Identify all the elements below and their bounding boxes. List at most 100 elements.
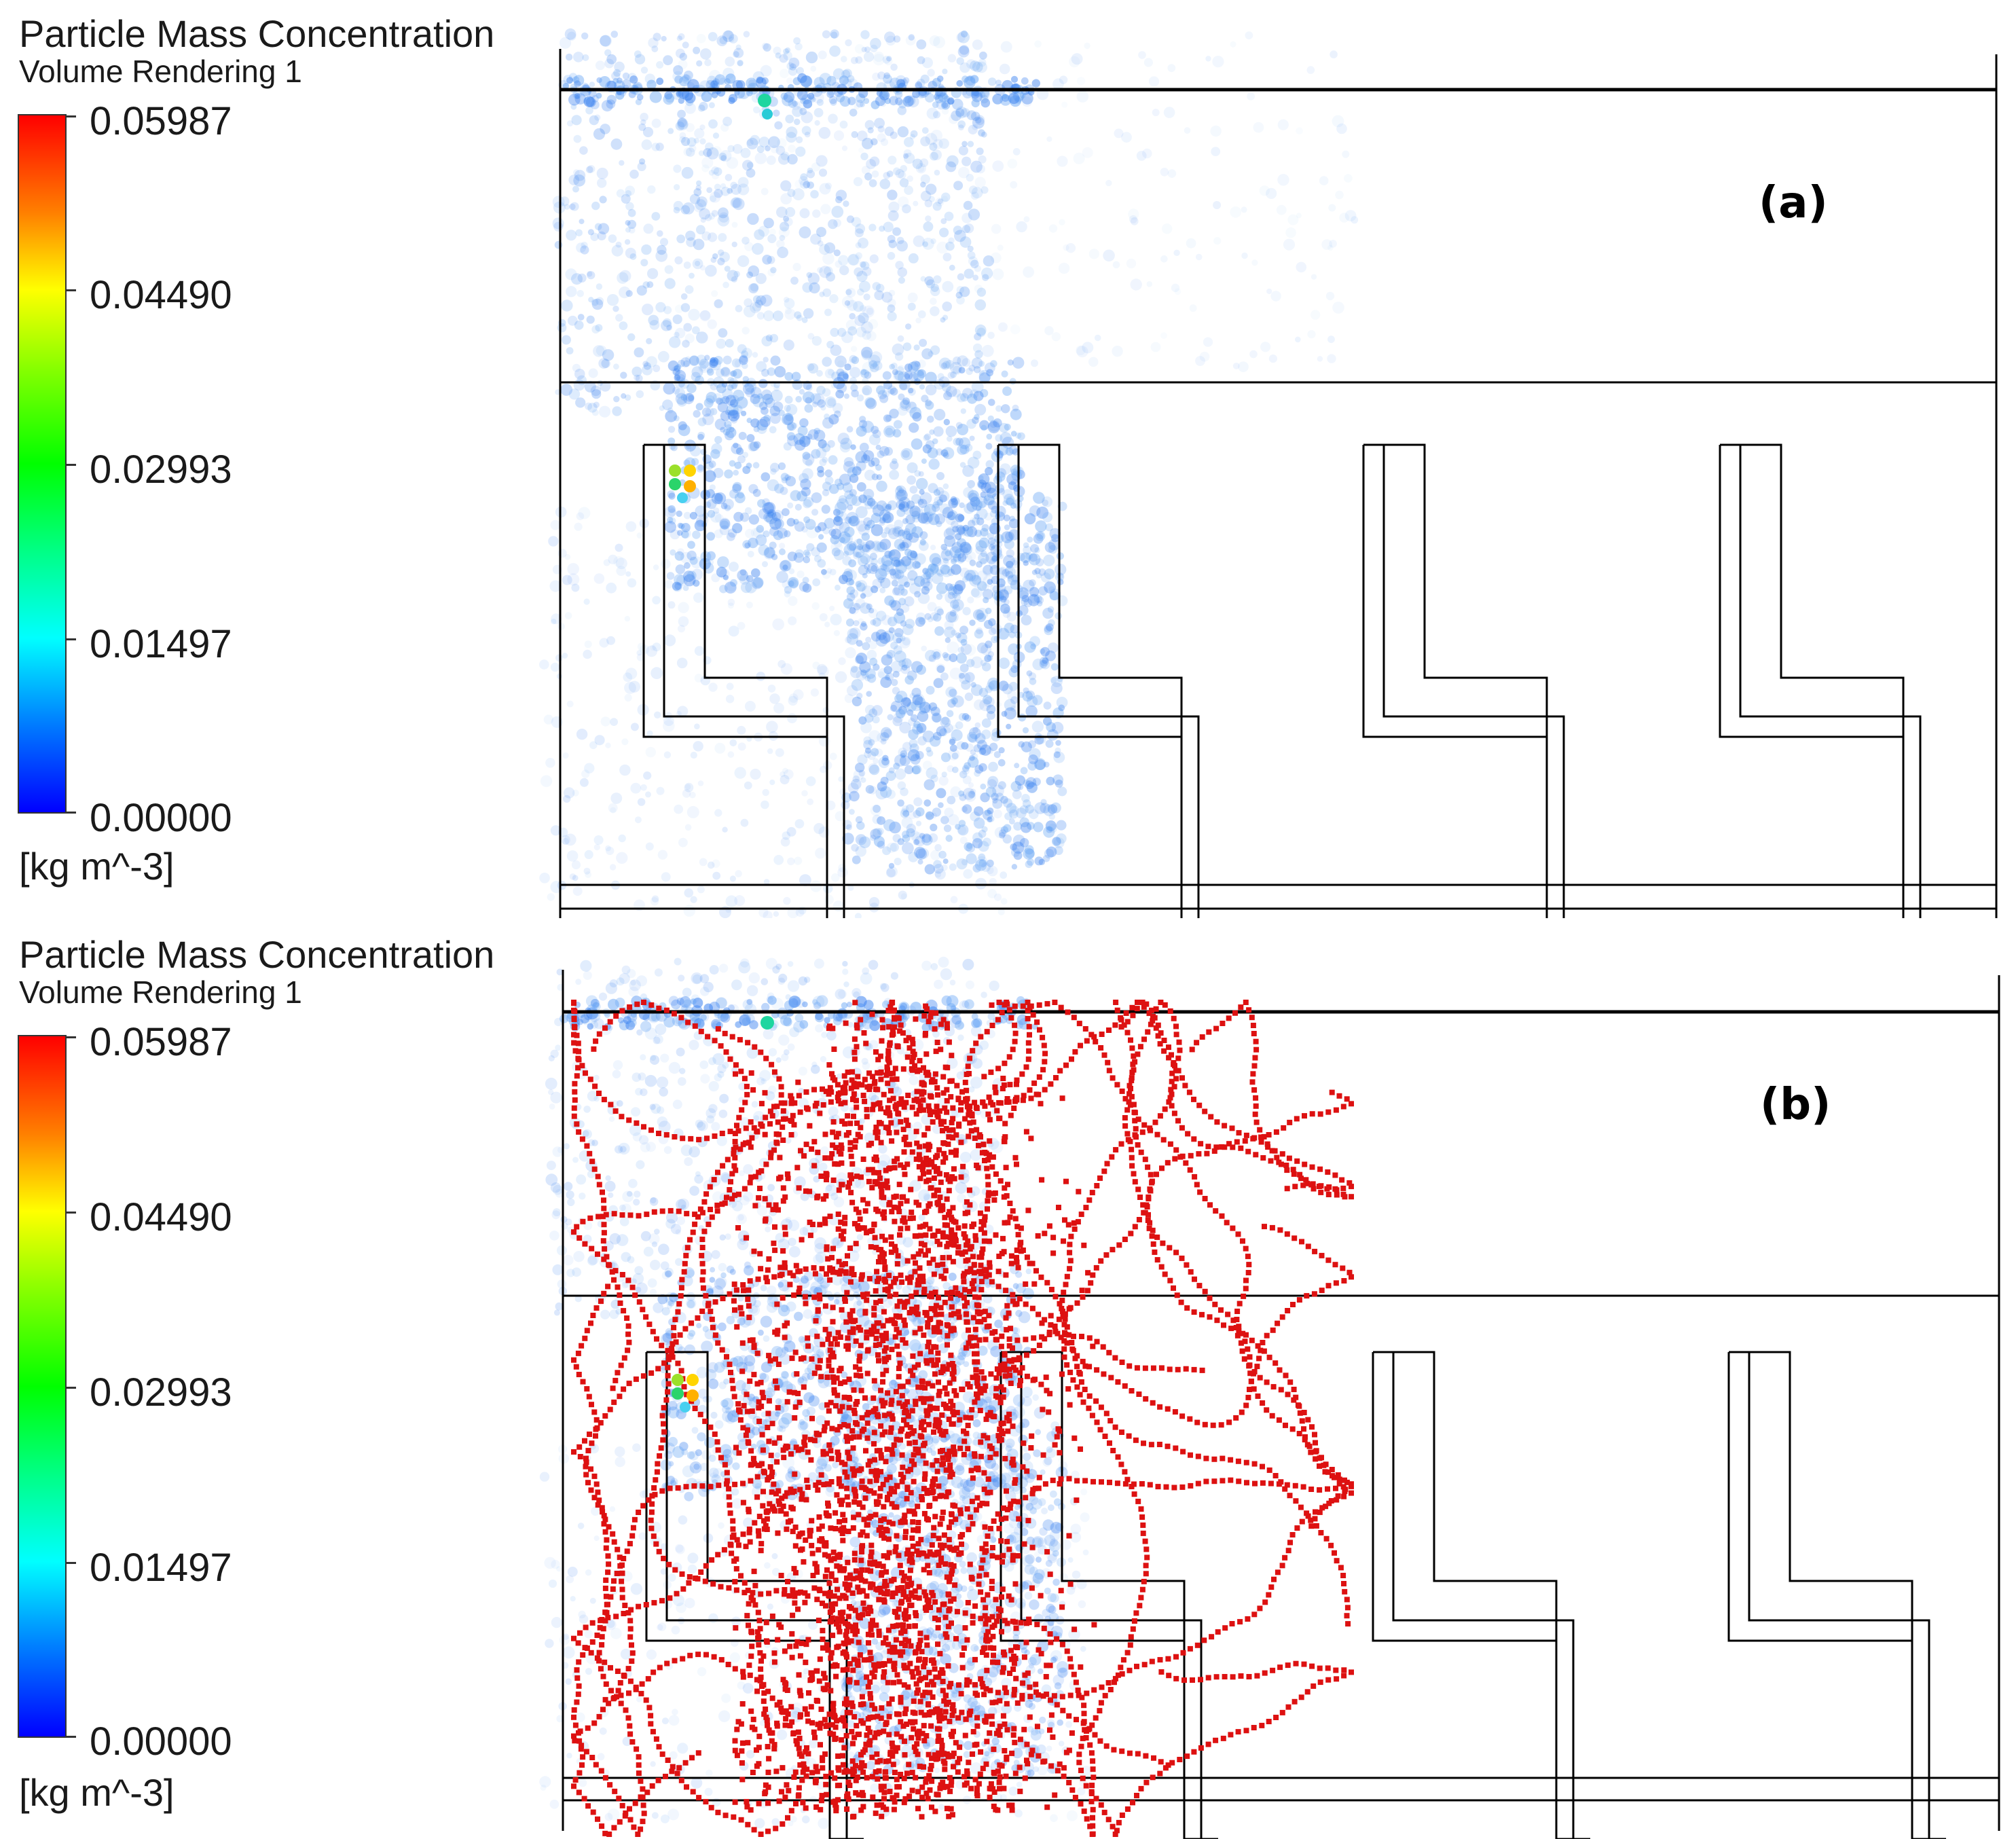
concentration-particle: [902, 538, 912, 549]
concentration-particle: [939, 590, 946, 597]
concentration-particle: [806, 170, 815, 179]
concentration-particle: [708, 1080, 719, 1092]
concentration-particle: [860, 346, 873, 359]
concentration-particle: [868, 730, 881, 742]
concentration-particle: [766, 721, 778, 733]
concentration-particle: [897, 335, 904, 342]
concentration-particle: [972, 1419, 981, 1427]
concentration-particle: [893, 35, 901, 43]
concentration-particle: [608, 1116, 615, 1122]
concentration-particle: [1152, 109, 1160, 117]
concentration-particle: [1048, 586, 1055, 593]
concentration-particle: [896, 508, 906, 517]
concentration-particle: [684, 1344, 695, 1355]
concentration-particle: [1050, 682, 1063, 695]
concentration-particle: [822, 253, 835, 265]
concentration-particle: [854, 228, 864, 238]
concentration-particle: [796, 67, 805, 75]
concentration-particle: [887, 304, 896, 313]
concentration-particle: [830, 344, 842, 357]
concentration-particle: [988, 537, 996, 545]
concentration-particle: [720, 186, 731, 196]
domain-outline: [559, 49, 1998, 918]
concentration-particle: [682, 74, 692, 84]
concentration-particle: [1050, 663, 1059, 671]
concentration-particle: [898, 559, 904, 566]
concentration-particle: [947, 765, 954, 773]
concentration-particle: [744, 781, 752, 790]
concentration-particle: [817, 522, 827, 532]
concentration-particle: [729, 34, 738, 43]
concentration-particle: [869, 541, 881, 553]
concentration-particle: [1040, 656, 1049, 666]
concentration-particle: [1094, 334, 1101, 342]
concentration-particle: [573, 174, 586, 187]
concentration-particle: [856, 653, 868, 664]
concentration-particle: [904, 96, 912, 103]
concentration-particle: [897, 838, 904, 845]
concentration-particle: [832, 900, 844, 912]
concentration-particle: [1048, 642, 1059, 653]
concentration-particle: [888, 289, 896, 297]
concentration-particle: [734, 492, 746, 504]
concentration-particle: [656, 1076, 669, 1089]
concentration-particle: [610, 138, 623, 150]
concentration-particle: [978, 853, 986, 861]
concentration-particle: [883, 630, 894, 642]
concentration-particle: [858, 716, 867, 725]
concentration-particle: [631, 1278, 637, 1284]
concentration-particle: [667, 517, 674, 524]
concentration-particle: [718, 212, 729, 223]
concentration-particle: [711, 172, 720, 180]
concentration-particle: [600, 380, 611, 392]
concentration-particle: [866, 556, 874, 564]
concentration-particle: [1019, 838, 1029, 848]
concentration-particle: [717, 1063, 727, 1074]
concentration-particle: [602, 349, 615, 361]
concentration-particle: [861, 46, 867, 53]
concentration-particle: [847, 78, 858, 89]
concentration-particle: [635, 374, 643, 382]
concentration-particle: [972, 727, 978, 733]
concentration-particle: [631, 366, 642, 377]
concentration-particle: [1012, 448, 1019, 456]
concentration-particle: [978, 687, 989, 697]
concentration-particle: [773, 401, 784, 412]
concentration-particle: [841, 145, 848, 151]
concentration-particle: [759, 416, 771, 428]
concentration-particle: [970, 517, 976, 524]
concentration-particle: [1057, 786, 1067, 797]
concentration-particle: [925, 279, 936, 289]
concentration-particle: [1038, 568, 1046, 576]
concentration-particle: [902, 623, 914, 636]
concentration-particle: [650, 1197, 657, 1204]
concentration-particle: [887, 714, 894, 721]
concentration-particle: [1023, 545, 1032, 555]
concentration-particle: [912, 832, 924, 844]
concentration-particle: [707, 75, 717, 86]
concentration-particle: [904, 363, 913, 372]
concentration-particle: [571, 583, 580, 592]
concentration-particle: [764, 502, 776, 514]
concentration-particle: [636, 390, 644, 399]
concentration-particle: [1001, 531, 1013, 543]
concentration-particle: [849, 607, 856, 614]
concentration-particle: [593, 401, 600, 408]
concentration-particle: [876, 90, 883, 96]
concentration-particle: [572, 185, 579, 193]
concentration-particle: [936, 75, 944, 82]
concentration-particle: [628, 1178, 638, 1188]
concentration-particle: [655, 249, 668, 262]
concentration-particle: [744, 1265, 754, 1276]
concentration-particle: [803, 499, 812, 509]
concentration-particle: [714, 299, 723, 308]
concentration-particle: [698, 150, 705, 156]
concentration-particle: [940, 362, 948, 369]
concentration-particle: [722, 396, 730, 404]
concentration-particle: [898, 501, 910, 512]
concentration-particle: [1160, 255, 1168, 263]
concentration-particle: [574, 92, 581, 99]
concentration-particle: [800, 173, 808, 181]
concentration-particle: [800, 97, 807, 105]
concentration-particle: [856, 520, 868, 532]
